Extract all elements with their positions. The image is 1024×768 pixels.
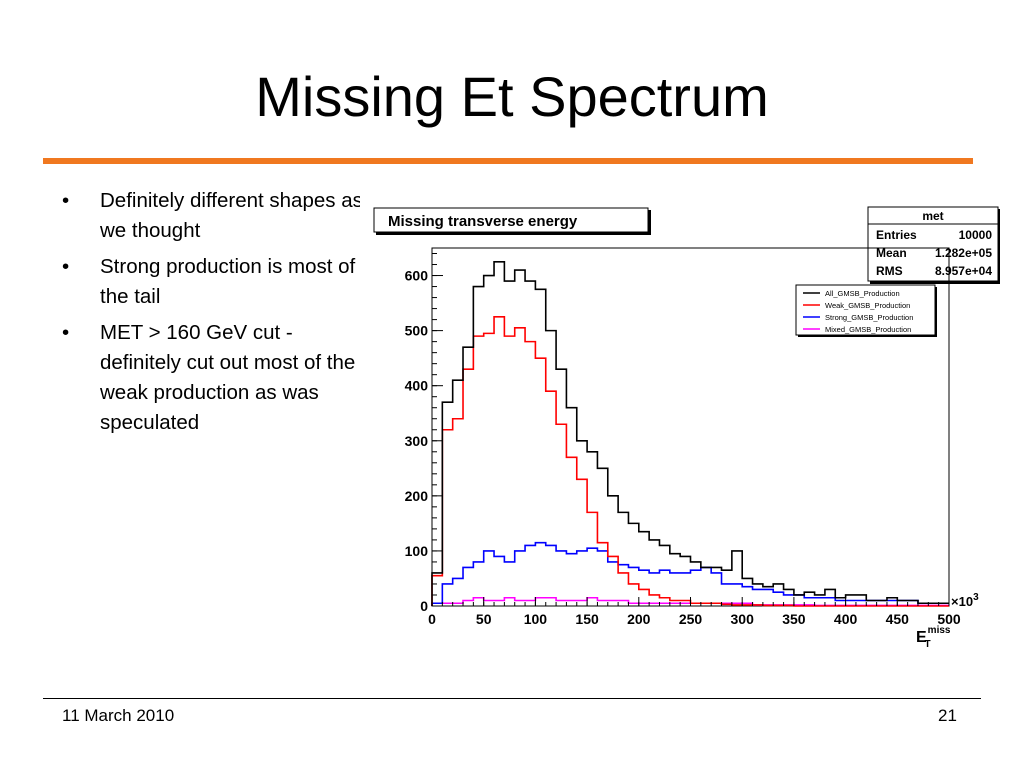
slide-title: Missing Et Spectrum (255, 65, 769, 128)
bullet-glyph: • (62, 255, 70, 278)
chart-title-shadow (376, 232, 650, 235)
y-tick-label: 300 (405, 433, 429, 449)
stats-label: Entries (876, 228, 917, 242)
page-number: 21 (938, 706, 957, 725)
x-tick-label: 250 (679, 611, 703, 627)
footer-rule (43, 698, 981, 699)
stats-title: met (922, 209, 943, 223)
x-tick-label: 450 (886, 611, 910, 627)
bullet-item: • Definitely different shapes as we thoug… (62, 186, 372, 246)
chart-title-box (373, 207, 649, 233)
bullet-item: • MET > 160 GeV cut - definitely cut out … (62, 318, 372, 438)
stats-label: RMS (876, 264, 903, 278)
stats-box: met Entries 10000 Mean 1.282e+05 RMS 8.9… (867, 206, 1000, 284)
bullet-item: • Strong production is most of the tail (62, 252, 372, 312)
x-tick-label: 200 (627, 611, 651, 627)
x-tick-label: 350 (782, 611, 806, 627)
bullet-text: Definitely different shapes as we though… (100, 189, 363, 242)
x-tick-label: 150 (575, 611, 599, 627)
met-histogram-chart: Missing transverse energy met Entries 10… (360, 196, 1000, 656)
series-line-Strong_GMSB_Production (431, 541, 949, 606)
legend-label: Weak_GMSB_Production (825, 301, 910, 310)
title-rule (43, 158, 973, 164)
y-tick-label: 0 (420, 598, 428, 614)
y-tick-label: 200 (405, 488, 429, 504)
bullet-glyph: • (62, 321, 70, 344)
legend-label: All_GMSB_Production (825, 289, 900, 298)
y-tick-label: 600 (405, 268, 429, 284)
bullet-text: Strong production is most of the tail (100, 255, 356, 308)
x-axis-label: Emiss T (916, 625, 951, 650)
x-tick-label: 300 (731, 611, 755, 627)
y-tick-label: 100 (405, 543, 429, 559)
bullet-text: MET > 160 GeV cut - definitely cut out m… (100, 321, 356, 434)
stats-value: 10000 (959, 228, 993, 242)
series-line-Weak_GMSB_Production (431, 316, 949, 607)
x-tick-label: 50 (476, 611, 492, 627)
legend-label: Mixed_GMSB_Production (825, 325, 911, 334)
footer-date: 11 March 2010 (62, 706, 175, 725)
stats-value: 8.957e+04 (935, 264, 992, 278)
x-tick-label: 100 (524, 611, 548, 627)
bullet-glyph: • (62, 189, 70, 212)
chart-title: Missing transverse energy (388, 213, 578, 230)
x-tick-label: 0 (428, 611, 436, 627)
y-tick-label: 500 (405, 323, 429, 339)
x-tick-label: 500 (937, 611, 961, 627)
series-line-All_GMSB_Production (431, 260, 949, 606)
stats-label: Mean (876, 246, 907, 260)
x-axis-multiplier: ×103 (951, 592, 979, 609)
x-tick-label: 400 (834, 611, 858, 627)
bullet-list: • Definitely different shapes as we thoug… (62, 186, 372, 444)
legend: All_GMSB_Production Weak_GMSB_Production S… (795, 284, 937, 337)
y-tick-label: 400 (405, 378, 429, 394)
legend-label: Strong_GMSB_Production (825, 313, 913, 322)
